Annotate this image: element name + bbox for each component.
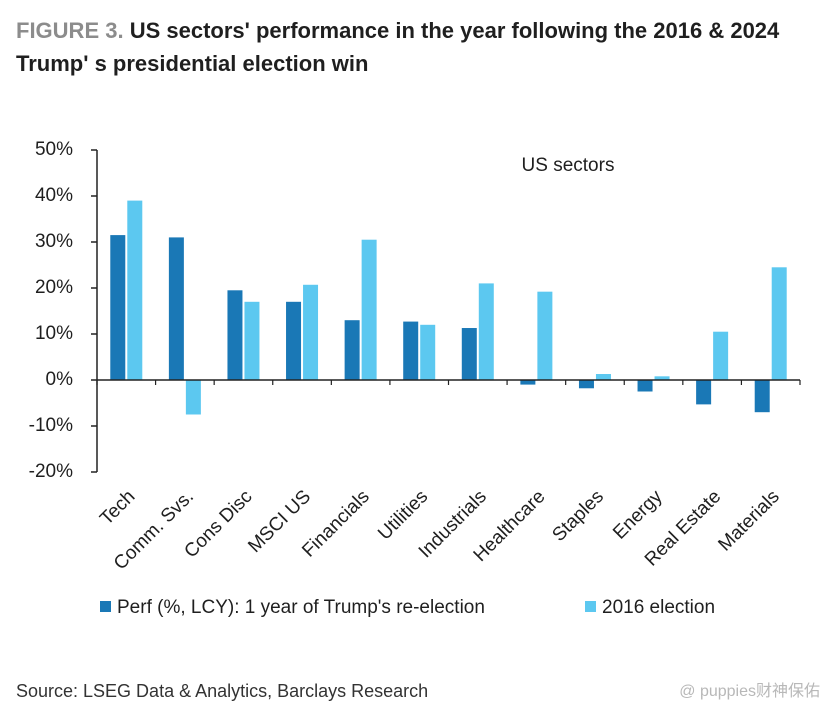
x-tick-label: Energy [609,486,667,544]
legend-label: Perf (%, LCY): 1 year of Trump's re-elec… [117,597,485,618]
source: Source: LSEG Data & Analytics, Barclays … [16,681,428,701]
bar [713,331,729,380]
bar [286,301,302,380]
y-tick-label: 10% [35,323,73,344]
bar [696,380,712,405]
chart-title: US sectors' performance in the year foll… [16,18,780,76]
legend-swatch [585,601,596,612]
y-tick-label: -20% [29,461,73,482]
y-tick-label: 50% [35,139,73,160]
x-tick-label: Utilities [374,486,432,544]
bar [227,290,243,380]
bar [168,237,184,380]
y-tick-label: 30% [35,231,73,252]
bar [420,324,436,380]
bar [344,320,360,380]
bar [110,235,126,380]
bar [461,328,477,380]
bar [303,284,319,380]
bar [771,267,787,380]
bar [595,374,611,380]
bar [185,380,201,415]
y-tick-label: 40% [35,185,73,206]
watermark: @ puppies财神保佑 [679,682,820,700]
bar [361,239,377,380]
legend-label: 2016 election [602,597,715,618]
x-tick-label: Materials [714,486,783,555]
y-tick-label: 0% [46,369,74,390]
y-tick-label: 20% [35,277,73,298]
bar [637,380,653,392]
bar [403,321,419,380]
bar [537,291,553,380]
chart-title-block: FIGURE 3. US sectors' performance in the… [16,14,806,80]
figure-label: FIGURE 3. [16,18,124,43]
bar [654,376,670,380]
x-tick-label: Tech [96,486,139,529]
bar [520,380,536,385]
legend-swatch [100,601,111,612]
bar [478,283,494,380]
annotation: US sectors [522,155,615,176]
y-tick-label: -10% [29,415,73,436]
bar [127,200,143,380]
x-tick-label: Staples [548,486,608,546]
bar [578,380,594,389]
bar [244,301,260,380]
bar [754,380,770,413]
